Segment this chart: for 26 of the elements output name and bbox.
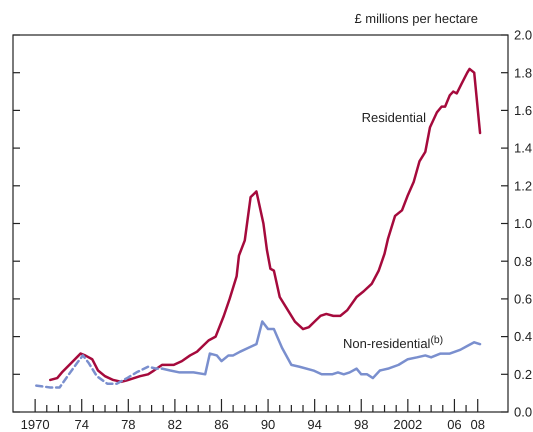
y-tick-label: 0.2 xyxy=(514,366,532,382)
series-label: Non-residential$^{(b)}$ xyxy=(343,334,444,351)
x-tick-label: 08 xyxy=(470,417,485,432)
y-tick-label: 1.8 xyxy=(514,65,532,80)
x-tick-label: 2002 xyxy=(393,417,422,432)
y-tick-label: 1.6 xyxy=(514,102,532,118)
y-tick-label: 0.6 xyxy=(514,291,532,306)
y-tick-label: 2.0 xyxy=(514,28,532,43)
line-series xyxy=(49,68,482,384)
x-tick-label: 06 xyxy=(447,417,462,432)
x-tick-label: 94 xyxy=(307,417,322,432)
y-axis-title: £ millions per hectare xyxy=(354,11,478,26)
y-tick-label: 1.0 xyxy=(514,216,532,232)
y-tick-label: 0.8 xyxy=(514,254,532,269)
series-label: Residential xyxy=(362,110,426,125)
y-tick-label: 0.0 xyxy=(514,404,532,420)
x-tick-label: 90 xyxy=(260,417,276,432)
x-tick-label: 74 xyxy=(74,417,89,432)
x-tick-label: 86 xyxy=(214,417,229,432)
x-tick-label: 98 xyxy=(354,417,368,432)
y-tick-label: 0.4 xyxy=(514,329,532,344)
x-tick-label: 78 xyxy=(121,417,136,432)
x-tick-label: 1970 xyxy=(20,417,50,432)
y-tick-label: 1.2 xyxy=(514,178,532,194)
y-tick-label: 1.4 xyxy=(514,140,532,156)
x-tick-label: 82 xyxy=(168,417,182,432)
